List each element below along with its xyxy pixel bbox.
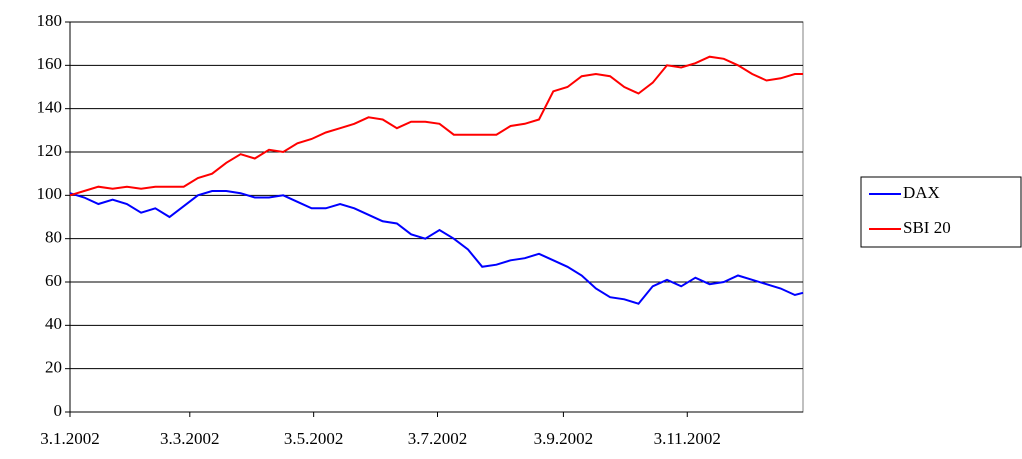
- y-tick-label: 160: [37, 54, 63, 73]
- y-tick-label: 80: [45, 228, 62, 247]
- y-tick-label: 180: [37, 11, 63, 30]
- legend-box: [860, 176, 1022, 248]
- series-line: [69, 55, 803, 197]
- series-line: [69, 190, 804, 305]
- x-tick-label: 3.5.2002: [284, 429, 344, 448]
- plot-area: [69, 21, 804, 413]
- y-tick-label: 100: [37, 184, 63, 203]
- legend-label: SBI 20: [903, 218, 951, 237]
- legend-label: DAX: [903, 183, 940, 202]
- y-tick-label: 20: [45, 358, 62, 377]
- y-tick-label: 40: [45, 314, 62, 333]
- x-tick-label: 3.9.2002: [534, 429, 594, 448]
- y-tick-label: 140: [37, 98, 63, 117]
- x-tick-label: 3.1.2002: [40, 429, 100, 448]
- y-tick-label: 120: [37, 141, 63, 160]
- y-tick-label: 0: [54, 401, 63, 420]
- x-tick-label: 3.3.2002: [160, 429, 220, 448]
- y-tick-label: 60: [45, 271, 62, 290]
- x-tick-label: 3.11.2002: [654, 429, 721, 448]
- x-tick-label: 3.7.2002: [408, 429, 468, 448]
